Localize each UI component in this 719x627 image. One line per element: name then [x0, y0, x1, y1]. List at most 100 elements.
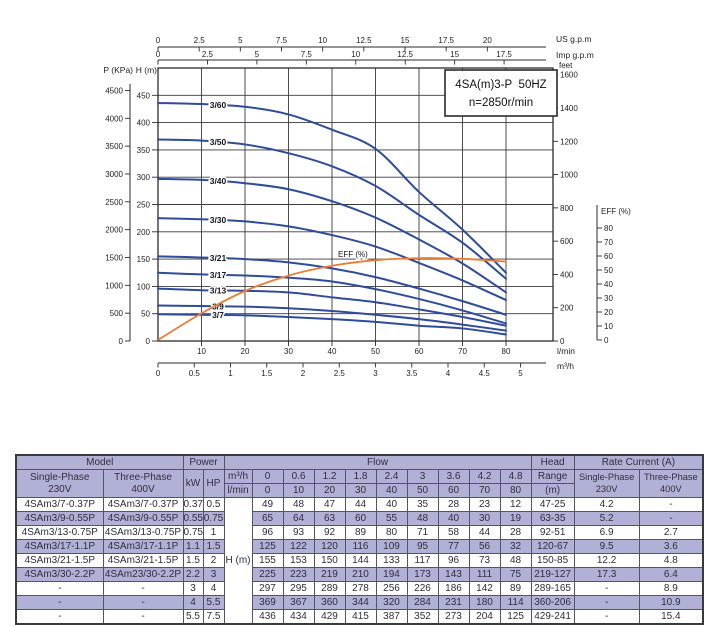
pump-curves: [157, 101, 507, 336]
svg-text:1000: 1000: [560, 171, 578, 180]
head-value: 150: [313, 553, 346, 568]
svg-text:2.5: 2.5: [202, 50, 214, 59]
model-three-phase: 4SAm3/9-0.55P: [102, 511, 184, 526]
curve-3-13: [157, 287, 507, 327]
svg-text:2.5: 2.5: [334, 369, 346, 378]
model-three-phase: -: [102, 595, 184, 610]
svg-text:20: 20: [241, 347, 250, 356]
power-hp: 4: [202, 581, 225, 596]
chart-title-box: 4SA(m)3-P 50HZ n=2850r/min: [444, 69, 558, 117]
header-three-phase-model: Three-Phase 400V: [102, 469, 184, 498]
model-single-phase: -: [15, 595, 104, 610]
svg-text:50: 50: [141, 310, 150, 319]
svg-text:30: 30: [604, 294, 613, 303]
head-value: 284: [406, 595, 439, 610]
power-hp: 5.5: [202, 595, 225, 610]
svg-text:2500: 2500: [105, 198, 123, 207]
power-hp: 2: [202, 553, 225, 568]
model-three-phase: 4SAm3/21-1.5P: [102, 553, 184, 568]
model-single-phase: 4SAm3/21-1.5P: [15, 553, 104, 568]
svg-text:0: 0: [146, 337, 151, 346]
head-value: 186: [437, 581, 470, 596]
header-current-three-phase: Three-Phase 400V: [638, 469, 704, 498]
svg-text:15: 15: [401, 36, 410, 45]
head-range: 219-127: [530, 567, 575, 582]
head-value: 225: [251, 567, 284, 582]
axis-us-gpm: 0 2.5 5 7.5 10 12.5 15 17.5 20 US g.p.m: [156, 34, 591, 52]
svg-text:l/min: l/min: [557, 346, 575, 356]
header-rate-current: Rate Current (A): [573, 454, 704, 470]
svg-text:2: 2: [301, 369, 306, 378]
head-value: 35: [406, 497, 439, 512]
head-value: 117: [406, 553, 439, 568]
svg-text:1.5: 1.5: [261, 369, 273, 378]
head-value: 56: [468, 539, 501, 554]
power-kw: 1.1: [182, 539, 204, 554]
head-value: 89: [499, 581, 532, 596]
head-value: 58: [437, 525, 470, 540]
header-lmin-unit: l/min: [223, 483, 253, 498]
head-value: 415: [344, 609, 377, 625]
head-value: 180: [468, 595, 501, 610]
spec-row: 4SAm3/13-0.75P 4SAm3/13-0.75P 0.75 1 96 93 92 8…: [15, 525, 704, 540]
head-value: 48: [499, 553, 532, 568]
svg-text:EFF (%): EFF (%): [601, 207, 631, 216]
svg-text:5: 5: [255, 50, 260, 59]
model-single-phase: -: [15, 609, 104, 625]
head-value: 116: [344, 539, 377, 554]
flow-m3h-tick: 1.8: [344, 469, 377, 484]
axis-imp-gpm: 0 2.5 5 7.5 10 12.5 15 17.5 Imp g.p.m: [156, 50, 594, 65]
head-value: 28: [499, 525, 532, 540]
flow-m3h-tick: 1.2: [313, 469, 346, 484]
current-single-phase: 17.3: [573, 567, 640, 582]
model-single-phase: -: [15, 581, 104, 596]
power-hp: 0.5: [202, 497, 225, 512]
svg-text:3/7: 3/7: [212, 310, 224, 320]
current-single-phase: 4.2: [573, 497, 640, 512]
current-three-phase: 10.9: [638, 595, 704, 610]
curve-3-7: [157, 313, 507, 336]
svg-text:10: 10: [318, 36, 327, 45]
svg-text:3500: 3500: [105, 142, 123, 151]
head-range: 360-206: [530, 595, 575, 610]
header-head: Head: [530, 454, 575, 470]
power-kw: 1.5: [182, 553, 204, 568]
model-single-phase: 4SAm3/13-0.75P: [15, 525, 104, 540]
current-single-phase: 5.2: [573, 511, 640, 526]
svg-text:5: 5: [238, 36, 243, 45]
head-value: 73: [468, 553, 501, 568]
head-value: 289: [313, 581, 346, 596]
head-value: 96: [437, 553, 470, 568]
svg-text:3.5: 3.5: [406, 369, 418, 378]
head-value: 436: [251, 609, 284, 625]
axis-m3h: 0 0.5 1 1.5 2 2.5 3 3.5 4 4.5 5 m³/h: [156, 361, 574, 378]
head-value: 64: [282, 511, 315, 526]
head-value: 47: [313, 497, 346, 512]
svg-text:500: 500: [110, 309, 124, 318]
svg-text:4000: 4000: [105, 114, 123, 123]
head-value: 55: [375, 511, 408, 526]
spec-row: - -4 5.5 369 367 360 344 320 284 231 180 114 360-206…: [15, 595, 704, 610]
svg-text:7.5: 7.5: [301, 50, 313, 59]
head-value: 219: [313, 567, 346, 582]
svg-text:1200: 1200: [560, 137, 578, 146]
svg-text:P (KPa): P (KPa): [103, 65, 133, 75]
curve-3-40: [157, 177, 507, 294]
current-three-phase: 8.9: [638, 581, 704, 596]
head-value: 77: [437, 539, 470, 554]
svg-text:3/21: 3/21: [210, 253, 227, 263]
svg-text:4: 4: [446, 369, 451, 378]
power-kw: 0.55: [182, 511, 204, 526]
head-value: 71: [406, 525, 439, 540]
header-range-unit: (m): [530, 483, 575, 498]
power-hp: 3: [202, 567, 225, 582]
svg-text:1: 1: [228, 369, 233, 378]
head-range: 63-35: [530, 511, 575, 526]
svg-text:0: 0: [604, 336, 609, 345]
flow-lmin-tick: 30: [344, 483, 377, 498]
head-value: 369: [251, 595, 284, 610]
svg-text:3/50: 3/50: [210, 137, 227, 147]
head-value: 155: [251, 553, 284, 568]
svg-text:300: 300: [137, 173, 151, 182]
flow-lmin-tick: 50: [406, 483, 439, 498]
